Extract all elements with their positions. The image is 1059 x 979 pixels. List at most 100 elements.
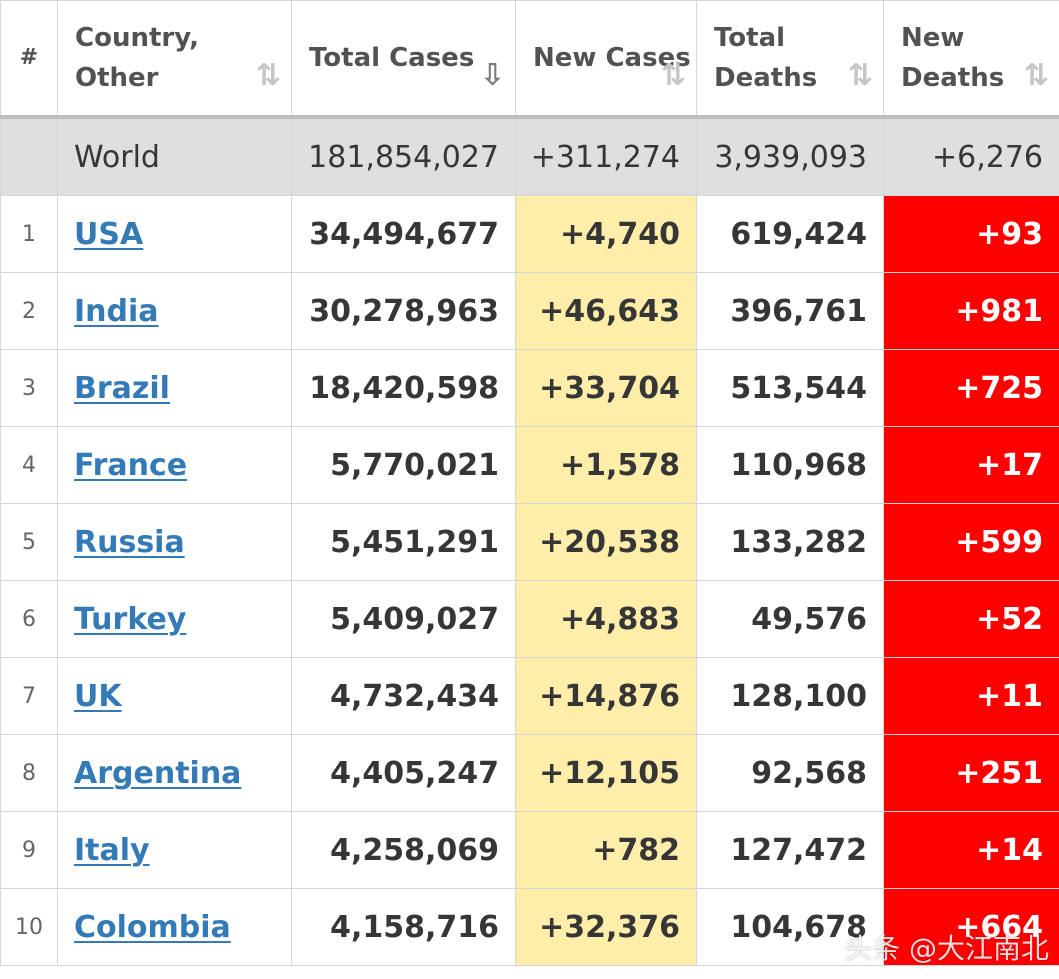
sort-icon[interactable]: ⇅: [255, 58, 281, 93]
world-new-deaths: +6,276: [883, 116, 1059, 196]
world-rank-cell: [0, 116, 58, 196]
table-row: 5 Russia 5,451,291 +20,538 133,282 +599: [0, 503, 1059, 581]
new-cases-cell: +12,105: [515, 734, 697, 812]
total-cases-cell: 5,770,021: [291, 426, 516, 504]
header-country[interactable]: Country, Other ⇅: [57, 0, 292, 119]
header-new-deaths[interactable]: New Deaths ⇅: [883, 0, 1059, 119]
country-cell: USA: [57, 195, 292, 273]
new-deaths-cell: +14: [883, 811, 1059, 889]
country-link[interactable]: Italy: [74, 832, 150, 868]
rank-cell: 10: [0, 888, 58, 966]
table-row: 1 USA 34,494,677 +4,740 619,424 +93: [0, 195, 1059, 273]
total-cases-cell: 4,258,069: [291, 811, 516, 889]
sort-icon[interactable]: ⇅: [1023, 58, 1049, 93]
new-deaths-cell: +11: [883, 657, 1059, 735]
country-link[interactable]: Brazil: [74, 370, 170, 406]
country-link[interactable]: Russia: [74, 524, 185, 560]
total-deaths-cell: 49,576: [696, 580, 884, 658]
world-name: World: [57, 116, 292, 196]
country-cell: Colombia: [57, 888, 292, 966]
total-deaths-cell: 513,544: [696, 349, 884, 427]
country-cell: Brazil: [57, 349, 292, 427]
table-row: 10 Colombia 4,158,716 +32,376 104,678 +664: [0, 888, 1059, 966]
table-body: World 181,854,027 +311,274 3,939,093 +6,…: [0, 116, 1059, 966]
new-deaths-cell: +981: [883, 272, 1059, 350]
total-deaths-cell: 619,424: [696, 195, 884, 273]
world-total-cases: 181,854,027: [291, 116, 516, 196]
table-row: 8 Argentina 4,405,247 +12,105 92,568 +251: [0, 734, 1059, 812]
total-deaths-cell: 110,968: [696, 426, 884, 504]
country-cell: Italy: [57, 811, 292, 889]
country-link[interactable]: Argentina: [74, 755, 242, 791]
rank-cell: 9: [0, 811, 58, 889]
total-cases-cell: 4,732,434: [291, 657, 516, 735]
header-total-cases[interactable]: Total Cases ⇩: [291, 0, 516, 119]
table-row: 2 India 30,278,963 +46,643 396,761 +981: [0, 272, 1059, 350]
rank-cell: 7: [0, 657, 58, 735]
new-cases-cell: +1,578: [515, 426, 697, 504]
table-header: # Country, Other ⇅ Total Cases ⇩ New Cas…: [0, 0, 1059, 119]
country-link[interactable]: USA: [74, 216, 144, 252]
world-row: World 181,854,027 +311,274 3,939,093 +6,…: [0, 116, 1059, 196]
country-cell: France: [57, 426, 292, 504]
total-cases-cell: 5,451,291: [291, 503, 516, 581]
rank-cell: 3: [0, 349, 58, 427]
total-deaths-cell: 92,568: [696, 734, 884, 812]
new-cases-cell: +782: [515, 811, 697, 889]
total-deaths-cell: 396,761: [696, 272, 884, 350]
country-cell: UK: [57, 657, 292, 735]
new-deaths-cell: +17: [883, 426, 1059, 504]
rank-cell: 5: [0, 503, 58, 581]
country-cell: Russia: [57, 503, 292, 581]
new-cases-cell: +4,740: [515, 195, 697, 273]
table-row: 4 France 5,770,021 +1,578 110,968 +17: [0, 426, 1059, 504]
header-new-cases-label: New Cases: [533, 43, 691, 73]
rank-cell: 4: [0, 426, 58, 504]
total-cases-cell: 4,405,247: [291, 734, 516, 812]
table-row: 6 Turkey 5,409,027 +4,883 49,576 +52: [0, 580, 1059, 658]
country-link[interactable]: Colombia: [74, 909, 231, 945]
total-deaths-cell: 128,100: [696, 657, 884, 735]
sort-icon[interactable]: ⇅: [660, 58, 686, 93]
new-cases-cell: +20,538: [515, 503, 697, 581]
new-cases-cell: +4,883: [515, 580, 697, 658]
new-cases-cell: +46,643: [515, 272, 697, 350]
header-total-cases-label: Total Cases: [309, 43, 475, 73]
header-total-deaths[interactable]: Total Deaths ⇅: [696, 0, 884, 119]
total-cases-cell: 34,494,677: [291, 195, 516, 273]
new-deaths-cell: +725: [883, 349, 1059, 427]
table-row: 3 Brazil 18,420,598 +33,704 513,544 +725: [0, 349, 1059, 427]
new-cases-cell: +33,704: [515, 349, 697, 427]
country-link[interactable]: France: [74, 447, 188, 483]
country-link[interactable]: UK: [74, 678, 122, 714]
country-cell: India: [57, 272, 292, 350]
total-cases-cell: 5,409,027: [291, 580, 516, 658]
sort-desc-icon[interactable]: ⇩: [479, 58, 505, 93]
total-deaths-cell: 104,678: [696, 888, 884, 966]
rank-cell: 2: [0, 272, 58, 350]
new-deaths-cell: +599: [883, 503, 1059, 581]
header-new-cases[interactable]: New Cases ⇅: [515, 0, 697, 119]
sort-icon[interactable]: ⇅: [847, 58, 873, 93]
total-deaths-cell: 127,472: [696, 811, 884, 889]
total-cases-cell: 30,278,963: [291, 272, 516, 350]
header-row: # Country, Other ⇅ Total Cases ⇩ New Cas…: [0, 0, 1059, 119]
new-cases-cell: +14,876: [515, 657, 697, 735]
country-cell: Argentina: [57, 734, 292, 812]
table-row: 7 UK 4,732,434 +14,876 128,100 +11: [0, 657, 1059, 735]
world-total-deaths: 3,939,093: [696, 116, 884, 196]
total-cases-cell: 18,420,598: [291, 349, 516, 427]
new-cases-cell: +32,376: [515, 888, 697, 966]
country-cell: Turkey: [57, 580, 292, 658]
header-total-deaths-label: Total Deaths: [714, 23, 818, 93]
new-deaths-cell: +664: [883, 888, 1059, 966]
header-country-label: Country, Other: [75, 23, 200, 93]
country-link[interactable]: India: [74, 293, 159, 329]
header-new-deaths-label: New Deaths: [901, 23, 1005, 93]
country-link[interactable]: Turkey: [74, 601, 187, 637]
rank-cell: 8: [0, 734, 58, 812]
new-deaths-cell: +52: [883, 580, 1059, 658]
rank-cell: 1: [0, 195, 58, 273]
table-row: 9 Italy 4,258,069 +782 127,472 +14: [0, 811, 1059, 889]
